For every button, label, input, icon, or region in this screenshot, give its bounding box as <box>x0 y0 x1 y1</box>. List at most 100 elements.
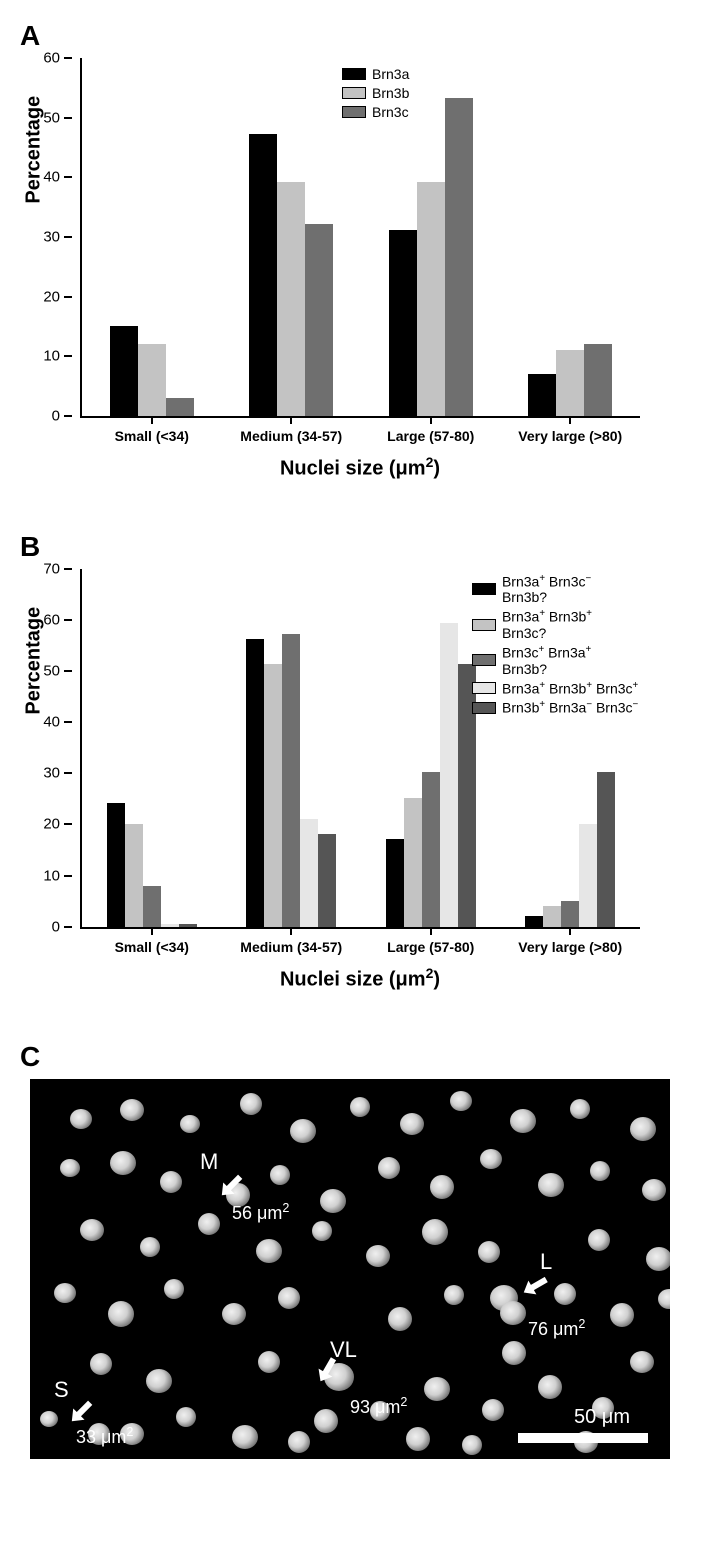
nucleus <box>538 1375 562 1399</box>
bar <box>440 623 458 926</box>
bar-group <box>222 634 362 927</box>
nucleus <box>270 1165 290 1185</box>
y-tick: 0 <box>64 415 72 417</box>
chart-a-xticks: Small (<34)Medium (34-57)Large (57-80)Ve… <box>82 416 640 444</box>
bar <box>386 839 404 926</box>
y-tick: 60 <box>64 619 72 621</box>
legend-swatch <box>342 68 366 80</box>
chart-a-legend: Brn3aBrn3bBrn3c <box>342 66 409 120</box>
chart-b-ylabel: Percentage <box>23 607 46 715</box>
bar <box>584 344 612 416</box>
x-tick: Medium (34-57) <box>222 927 362 955</box>
nucleus <box>176 1407 196 1427</box>
nucleus <box>480 1149 502 1169</box>
chart-b-xticks: Small (<34)Medium (34-57)Large (57-80)Ve… <box>82 927 640 955</box>
nucleus <box>320 1189 346 1213</box>
x-tick: Large (57-80) <box>361 416 501 444</box>
nucleus <box>424 1377 450 1401</box>
legend-swatch <box>342 106 366 118</box>
legend-item: Brn3a+ Brn3c− Brn3b? <box>472 573 640 606</box>
nucleus <box>164 1279 184 1299</box>
bar <box>597 772 615 926</box>
bar-group <box>82 803 222 926</box>
nucleus <box>554 1283 576 1305</box>
x-tick: Very large (>80) <box>501 416 641 444</box>
bar <box>264 664 282 926</box>
legend-label: Brn3a <box>372 66 409 82</box>
nucleus <box>232 1425 258 1449</box>
bar <box>422 772 440 926</box>
y-tick: 60 <box>64 57 72 59</box>
scale-bar <box>518 1433 648 1443</box>
nucleus <box>610 1303 634 1327</box>
y-tick: 10 <box>64 875 72 877</box>
nucleus <box>314 1409 338 1433</box>
nucleus <box>160 1171 182 1193</box>
nucleus <box>646 1247 670 1271</box>
nucleus <box>658 1289 670 1309</box>
nucleus <box>478 1241 500 1263</box>
legend-item: Brn3c+ Brn3a+ Brn3b? <box>472 644 640 677</box>
y-tick: 0 <box>64 926 72 928</box>
chart-a: Percentage 0102030405060 Small (<34)Medi… <box>80 58 682 481</box>
annotation-value: 56 μm2 <box>232 1201 289 1224</box>
x-tick: Medium (34-57) <box>222 416 362 444</box>
nucleus <box>146 1369 172 1393</box>
nucleus <box>450 1091 472 1111</box>
chart-a-ylabel: Percentage <box>23 96 46 204</box>
nucleus <box>288 1431 310 1453</box>
annotation-value: 33 μm2 <box>76 1425 133 1448</box>
y-tick: 70 <box>64 568 72 570</box>
panel-a: A Percentage 0102030405060 Small (<34)Me… <box>20 20 682 481</box>
x-tick: Very large (>80) <box>501 927 641 955</box>
panel-c-label: C <box>20 1041 682 1073</box>
y-tick: 30 <box>64 236 72 238</box>
arrow-icon <box>312 1355 342 1390</box>
x-tick: Small (<34) <box>82 416 222 444</box>
nucleus <box>180 1115 200 1133</box>
nucleus <box>60 1159 80 1177</box>
nucleus <box>510 1109 536 1133</box>
bar <box>445 98 473 416</box>
bar <box>110 326 138 416</box>
bar <box>277 182 305 416</box>
legend-label: Brn3b <box>372 85 409 101</box>
bar <box>579 824 597 927</box>
legend-swatch <box>342 87 366 99</box>
y-tick: 50 <box>64 670 72 672</box>
nucleus <box>256 1239 282 1263</box>
chart-b: Percentage 010203040506070 Small (<34)Me… <box>80 569 682 992</box>
chart-b-axes: 010203040506070 Small (<34)Medium (34-57… <box>80 569 640 929</box>
y-tick: 30 <box>64 772 72 774</box>
nucleus <box>588 1229 610 1251</box>
nucleus <box>312 1221 332 1241</box>
nucleus <box>444 1285 464 1305</box>
nucleus <box>388 1307 412 1331</box>
nucleus <box>240 1093 262 1115</box>
legend-label: Brn3a+ Brn3b+ Brn3c? <box>502 608 640 641</box>
y-tick: 20 <box>64 296 72 298</box>
bar <box>143 886 161 927</box>
bar <box>525 916 543 926</box>
legend-item: Brn3b+ Brn3a− Brn3c− <box>472 699 640 716</box>
x-tick: Small (<34) <box>82 927 222 955</box>
bar <box>556 350 584 416</box>
bar-group <box>82 326 222 416</box>
chart-a-xlabel: Nuclei size (μm2) <box>80 454 640 481</box>
panel-b-label: B <box>20 531 682 563</box>
panel-a-label: A <box>20 20 682 52</box>
bar-group <box>361 98 501 416</box>
nucleus <box>590 1161 610 1181</box>
arrow-icon <box>520 1271 550 1306</box>
nucleus <box>120 1099 144 1121</box>
nucleus <box>278 1287 300 1309</box>
bar <box>300 819 318 927</box>
bar <box>389 230 417 416</box>
nucleus <box>642 1179 666 1201</box>
nucleus <box>350 1097 370 1117</box>
x-tick: Large (57-80) <box>361 927 501 955</box>
bar <box>543 906 561 927</box>
legend-item: Brn3a+ Brn3b+ Brn3c+ <box>472 680 640 697</box>
annotation-value: 76 μm2 <box>528 1317 585 1340</box>
bar <box>166 398 194 416</box>
